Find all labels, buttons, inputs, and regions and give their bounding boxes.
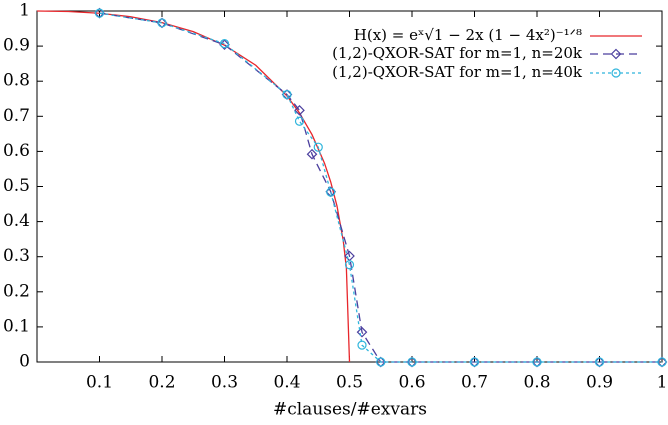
data-point <box>294 116 305 126</box>
y-tick-label: 0.9 <box>3 36 30 56</box>
data-point <box>376 357 386 367</box>
data-point <box>219 39 230 49</box>
x-tick-label: 0.6 <box>398 373 425 393</box>
y-tick-label: 0.7 <box>3 106 30 126</box>
data-point <box>282 89 292 100</box>
data-point <box>306 148 318 160</box>
x-tick-label: 1 <box>657 373 668 393</box>
x-axis-label: #clauses/#exvars <box>273 400 427 420</box>
legend-text: H(x) = eˣ√1 − 2x (1 − 4x²)⁻¹ᐟ⁸ <box>354 26 582 44</box>
y-tick-label: 0.1 <box>3 316 30 336</box>
data-point <box>469 357 480 367</box>
data-point <box>94 8 105 18</box>
data-point <box>344 260 355 270</box>
data-point <box>326 187 336 197</box>
data-point <box>532 357 542 367</box>
data-point <box>313 142 323 152</box>
x-tick-label: 0.4 <box>273 373 300 393</box>
series-line <box>99 12 662 363</box>
y-tick-label: 0 <box>19 352 30 372</box>
series-line <box>36 10 351 363</box>
legend-marker <box>611 68 621 78</box>
data-point <box>157 18 167 28</box>
data-point <box>407 357 417 367</box>
legend-text: (1,2)-QXOR-SAT for m=1, n=40k <box>332 63 583 81</box>
x-tick-label: 0.2 <box>148 373 175 393</box>
data-point <box>657 357 667 367</box>
data-point <box>357 340 367 350</box>
x-tick-label: 0.5 <box>336 373 363 393</box>
y-tick-label: 0.3 <box>3 246 30 266</box>
y-tick-label: 0.8 <box>3 71 30 91</box>
legend-marker <box>610 48 622 60</box>
y-tick-label: 0.4 <box>3 211 30 231</box>
x-tick-label: 0.1 <box>86 373 113 393</box>
y-tick-label: 0.2 <box>3 281 30 301</box>
data-point <box>594 357 605 367</box>
legend-text: (1,2)-QXOR-SAT for m=1, n=20k <box>332 44 583 62</box>
x-tick-label: 0.7 <box>461 373 488 393</box>
y-tick-label: 0.6 <box>3 141 30 161</box>
y-tick-label: 1 <box>19 1 30 21</box>
x-tick-label: 0.3 <box>211 373 238 393</box>
data-point <box>294 104 305 116</box>
x-tick-label: 0.8 <box>523 373 550 393</box>
y-tick-label: 0.5 <box>3 176 30 196</box>
data-point <box>356 326 368 338</box>
x-tick-label: 0.9 <box>586 373 613 393</box>
